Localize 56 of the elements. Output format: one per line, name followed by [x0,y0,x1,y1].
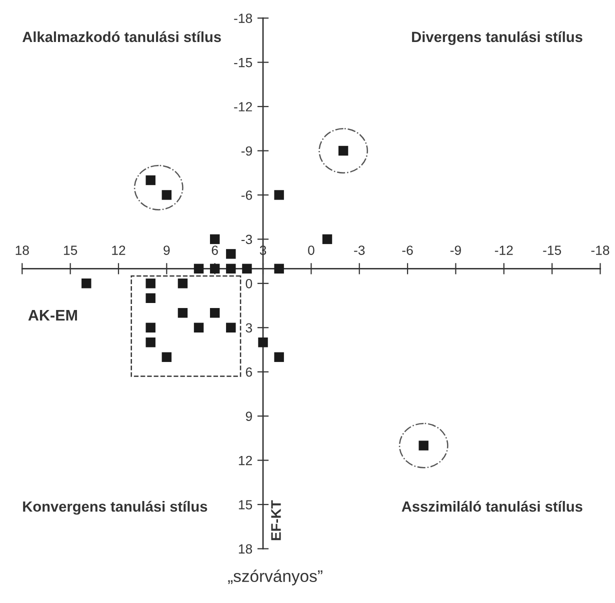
point [178,278,188,288]
x-tick-label: 18 [16,246,29,255]
x-tick-label: -15 [543,246,562,255]
point [146,175,156,186]
y-tick-label: -15 [234,58,252,68]
point [82,278,92,288]
y-tick-label: 9 [246,412,252,421]
x-tick-label: 12 [112,246,126,255]
point [274,264,284,274]
point [146,293,156,304]
x-tick-label: -6 [402,246,413,255]
point [146,278,156,288]
x-tick-label: -3 [354,246,365,255]
x-tick-label: -9 [450,246,461,255]
x-tick-label: -12 [494,246,513,255]
point [226,249,236,259]
point [210,308,220,318]
point [274,190,284,200]
point [274,352,284,362]
point [322,234,332,244]
point [210,234,220,244]
point [146,338,156,348]
y-tick-label: -9 [241,146,252,156]
x-axis-title: AK-EM [28,310,77,321]
point [242,264,252,274]
y-tick-label: -18 [234,14,252,23]
x-tick-label: 15 [64,246,78,255]
y-tick-label: 12 [238,456,252,466]
y-tick-label: -6 [241,190,252,200]
y-tick-label: 18 [238,544,252,554]
y-tick-label: 3 [246,323,252,333]
point [226,264,236,274]
annotation: Konvergens tanulási stílus [23,500,208,515]
y-tick-label: 15 [238,500,252,510]
y-tick-label: -12 [234,102,252,112]
y-tick-label: 0 [246,278,252,288]
text: „szórványos” [228,570,322,586]
annotation: Divergens tanulási stílus [412,31,582,46]
point [226,322,236,332]
point [178,308,188,318]
y-tick-label: 6 [246,367,252,377]
x-tick-label: -18 [591,246,610,255]
point [194,322,204,332]
point [194,264,204,274]
point [162,190,172,200]
annotation: Alkalmazkodó tanulási stílus [22,31,221,42]
point [258,338,268,348]
x-tick-label: 0 [308,246,314,255]
y-tick-label: -3 [241,234,252,244]
point [162,352,172,362]
y-axis-title: EF-KT [271,500,281,540]
point [210,264,220,274]
point [146,322,156,332]
x-tick-label: 9 [164,246,170,255]
x-tick-label: 6 [212,246,218,255]
annotation: Asszimiláló tanulási stílus [402,500,582,512]
